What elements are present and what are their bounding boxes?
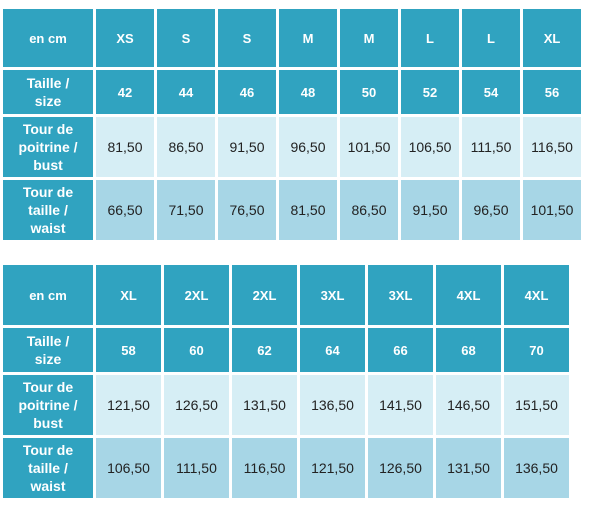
waist-value: 136,50 [504, 438, 569, 498]
bust-value: 101,50 [340, 117, 398, 177]
bust-value: 141,50 [368, 375, 433, 435]
bust-value: 131,50 [232, 375, 297, 435]
row-label-line: taille / [28, 202, 68, 218]
waist-value: 121,50 [300, 438, 365, 498]
row-label-line: Tour de [22, 442, 74, 458]
bust-value: 116,50 [523, 117, 581, 177]
size-number: 48 [279, 70, 337, 114]
bust-value: 111,50 [462, 117, 520, 177]
size-number: 44 [157, 70, 215, 114]
waist-value: 116,50 [232, 438, 297, 498]
size-letter: 2XL [232, 265, 297, 325]
row-label-line: Taille / [26, 75, 70, 91]
row-label-size: Taille / size [3, 70, 93, 114]
size-number: 68 [436, 328, 501, 372]
bust-row: Tour de poitrine / bust 81,50 86,50 91,5… [3, 117, 581, 177]
size-number: 64 [300, 328, 365, 372]
waist-value: 81,50 [279, 180, 337, 240]
size-letter: L [401, 9, 459, 67]
unit-label: en cm [3, 9, 93, 67]
row-label-bust: Tour de poitrine / bust [3, 117, 93, 177]
size-letter: S [218, 9, 276, 67]
row-label-line: waist [30, 478, 66, 494]
size-number: 42 [96, 70, 154, 114]
row-label-line: Tour de [22, 184, 74, 200]
size-table-top: en cm XS S S M M L L XL Taille / size 42… [0, 6, 584, 243]
row-label-waist: Tour de taille / waist [3, 438, 93, 498]
bust-value: 151,50 [504, 375, 569, 435]
row-label-size: Taille / size [3, 328, 93, 372]
row-label-line: poitrine / [18, 139, 78, 155]
size-number: 58 [96, 328, 161, 372]
size-letter: L [462, 9, 520, 67]
bust-value: 91,50 [218, 117, 276, 177]
size-letter: M [340, 9, 398, 67]
size-letter: M [279, 9, 337, 67]
size-letter: 3XL [368, 265, 433, 325]
size-row: Taille / size 58 60 62 64 66 68 70 [3, 328, 569, 372]
waist-value: 76,50 [218, 180, 276, 240]
row-label-waist: Tour de taille / waist [3, 180, 93, 240]
waist-row: Tour de taille / waist 106,50 111,50 116… [3, 438, 569, 498]
row-label-line: bust [33, 415, 63, 431]
size-row: Taille / size 42 44 46 48 50 52 54 56 [3, 70, 581, 114]
size-number: 50 [340, 70, 398, 114]
row-label-line: Tour de [22, 379, 74, 395]
size-letter: XL [96, 265, 161, 325]
row-label-line: poitrine / [18, 397, 78, 413]
size-number: 52 [401, 70, 459, 114]
waist-row: Tour de taille / waist 66,50 71,50 76,50… [3, 180, 581, 240]
bust-value: 136,50 [300, 375, 365, 435]
size-number: 66 [368, 328, 433, 372]
row-label-line: size [34, 93, 62, 109]
waist-value: 106,50 [96, 438, 161, 498]
waist-value: 91,50 [401, 180, 459, 240]
bust-value: 86,50 [157, 117, 215, 177]
waist-value: 111,50 [164, 438, 229, 498]
bust-value: 146,50 [436, 375, 501, 435]
size-letter: 2XL [164, 265, 229, 325]
bust-value: 121,50 [96, 375, 161, 435]
bust-value: 126,50 [164, 375, 229, 435]
row-label-line: taille / [28, 460, 68, 476]
bust-value: 106,50 [401, 117, 459, 177]
waist-value: 101,50 [523, 180, 581, 240]
row-label-line: bust [33, 157, 63, 173]
waist-value: 71,50 [157, 180, 215, 240]
size-number: 60 [164, 328, 229, 372]
row-label-line: waist [30, 220, 66, 236]
row-label-line: Taille / [26, 333, 70, 349]
row-label-line: Tour de [22, 121, 74, 137]
size-number: 54 [462, 70, 520, 114]
waist-value: 96,50 [462, 180, 520, 240]
unit-label: en cm [3, 265, 93, 325]
waist-value: 126,50 [368, 438, 433, 498]
size-letter: 4XL [504, 265, 569, 325]
size-letter: XS [96, 9, 154, 67]
waist-value: 66,50 [96, 180, 154, 240]
row-label-line: size [34, 351, 62, 367]
size-number: 62 [232, 328, 297, 372]
row-label-bust: Tour de poitrine / bust [3, 375, 93, 435]
size-letter: 4XL [436, 265, 501, 325]
header-row: en cm XS S S M M L L XL [3, 9, 581, 67]
size-letter: XL [523, 9, 581, 67]
header-row: en cm XL 2XL 2XL 3XL 3XL 4XL 4XL [3, 265, 569, 325]
waist-value: 131,50 [436, 438, 501, 498]
size-letter: 3XL [300, 265, 365, 325]
bust-row: Tour de poitrine / bust 121,50 126,50 13… [3, 375, 569, 435]
size-table-bottom: en cm XL 2XL 2XL 3XL 3XL 4XL 4XL Taille … [0, 262, 572, 501]
bust-value: 81,50 [96, 117, 154, 177]
size-number: 46 [218, 70, 276, 114]
waist-value: 86,50 [340, 180, 398, 240]
size-number: 56 [523, 70, 581, 114]
size-letter: S [157, 9, 215, 67]
size-number: 70 [504, 328, 569, 372]
bust-value: 96,50 [279, 117, 337, 177]
